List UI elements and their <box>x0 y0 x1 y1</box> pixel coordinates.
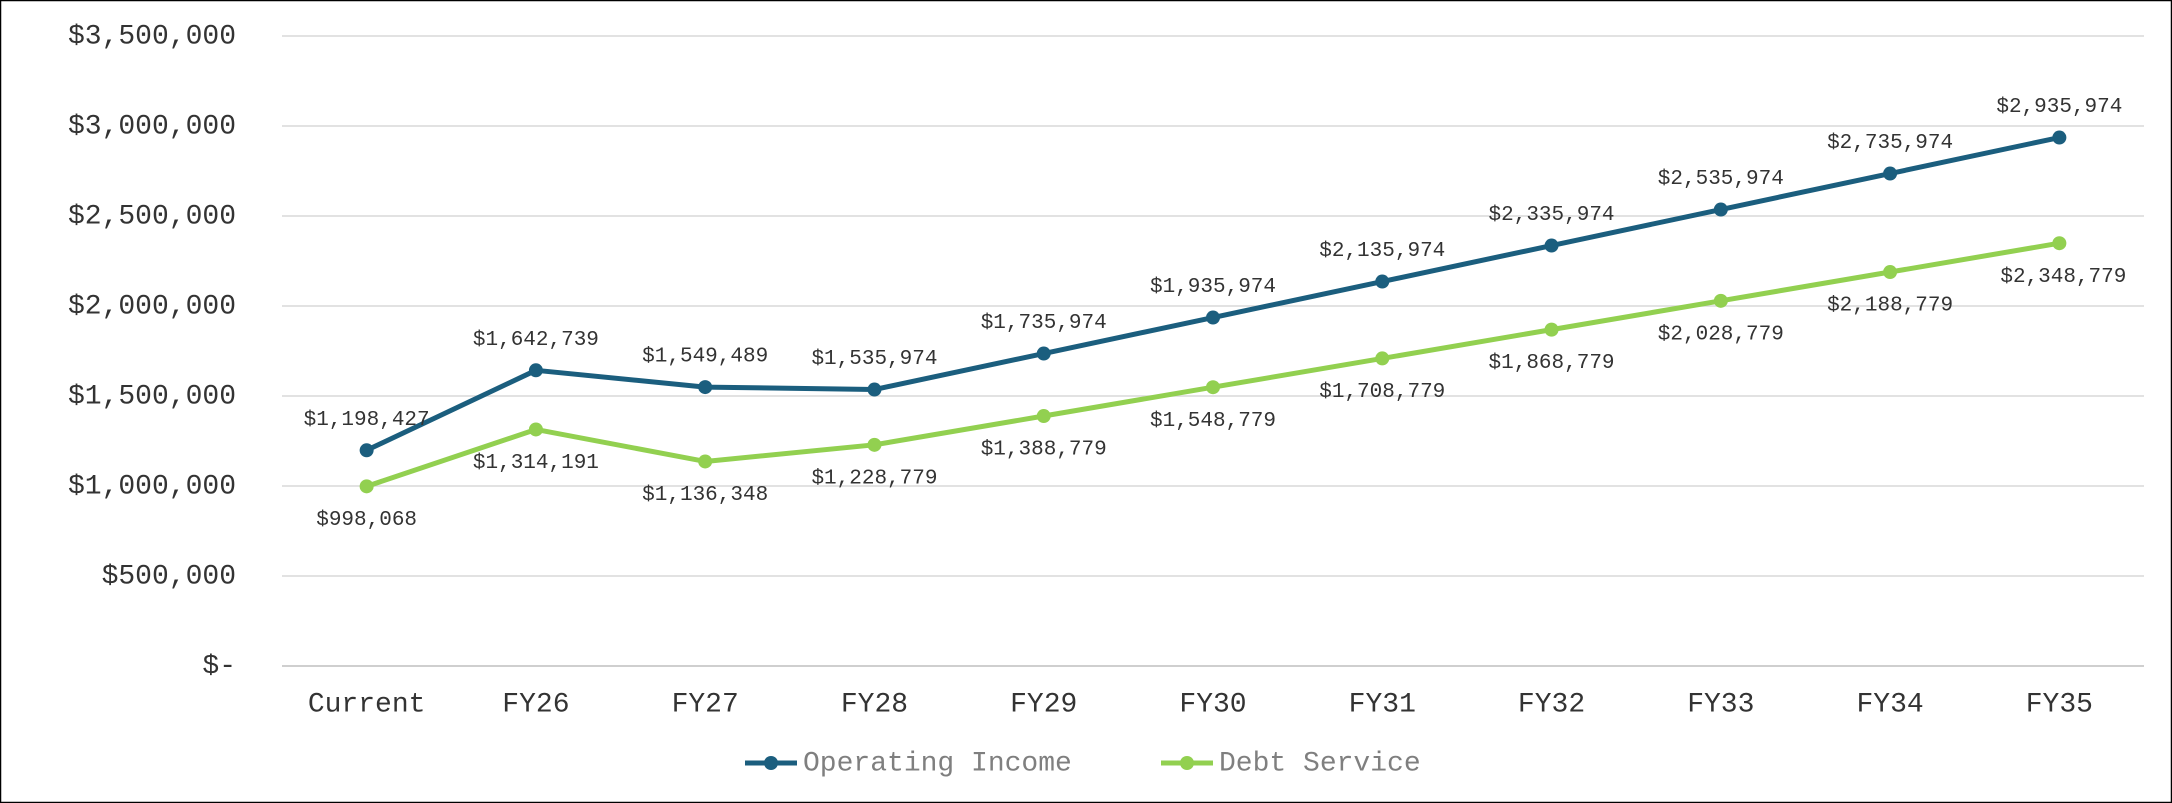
y-tick-label: $1,500,000 <box>68 381 236 412</box>
data-point <box>1883 265 1898 280</box>
data-point <box>1375 351 1390 366</box>
data-point <box>867 382 882 397</box>
x-tick-label: FY28 <box>841 689 908 720</box>
y-tick-label: $2,000,000 <box>68 291 236 322</box>
data-label: $1,868,779 <box>1489 352 1615 375</box>
data-point <box>1883 166 1898 181</box>
data-label: $1,136,348 <box>642 484 768 507</box>
data-point <box>1206 310 1220 325</box>
data-label: $2,188,779 <box>1827 295 1953 318</box>
x-tick-label: FY27 <box>672 689 739 720</box>
data-point <box>698 380 713 395</box>
data-point <box>359 443 374 458</box>
data-label: $1,535,974 <box>811 348 937 371</box>
y-tick-label: $3,500,000 <box>68 21 236 52</box>
data-label: $1,548,779 <box>1150 410 1276 433</box>
legend-label: Debt Service <box>1219 748 1421 779</box>
data-label: $1,198,427 <box>304 409 430 432</box>
x-tick-label: FY31 <box>1349 689 1416 720</box>
data-label: $2,335,974 <box>1489 204 1615 227</box>
data-point <box>528 363 543 378</box>
data-label: $2,935,974 <box>1996 96 2122 119</box>
x-tick-label: FY29 <box>1010 689 1077 720</box>
data-label: $1,935,974 <box>1150 276 1276 299</box>
data-point <box>1036 409 1051 424</box>
data-label: $1,388,779 <box>981 439 1107 462</box>
data-label: $1,549,489 <box>642 346 768 369</box>
data-point <box>1544 322 1559 337</box>
x-tick-label: FY34 <box>1856 689 1923 720</box>
data-label: $1,228,779 <box>811 467 937 490</box>
x-tick-label: Current <box>308 689 426 720</box>
data-label: $2,535,974 <box>1658 168 1784 191</box>
data-point <box>2052 130 2067 145</box>
data-point <box>528 422 543 437</box>
data-label: $2,028,779 <box>1658 323 1784 346</box>
data-label: $1,708,779 <box>1319 381 1445 404</box>
data-label: $1,314,191 <box>473 452 599 475</box>
y-tick-label: $3,000,000 <box>68 111 236 142</box>
y-tick-label: $1,000,000 <box>68 471 236 502</box>
data-point <box>1206 380 1220 395</box>
x-tick-label: FY35 <box>2026 689 2093 720</box>
data-point <box>1036 346 1051 361</box>
data-label: $2,735,974 <box>1827 132 1953 155</box>
data-label: $2,135,974 <box>1319 240 1445 263</box>
data-point <box>359 479 374 494</box>
data-point <box>1375 274 1390 289</box>
data-label: $1,735,974 <box>981 312 1107 335</box>
x-tick-label: FY26 <box>502 689 569 720</box>
data-point <box>867 437 882 452</box>
data-point <box>1713 293 1728 308</box>
data-label: $2,348,779 <box>2000 266 2126 289</box>
x-tick-label: FY32 <box>1518 689 1585 720</box>
y-tick-label: $2,500,000 <box>68 201 236 232</box>
data-label: $1,642,739 <box>473 329 599 352</box>
legend-label: Operating Income <box>803 748 1072 779</box>
data-label: $998,068 <box>316 509 417 532</box>
x-tick-label: FY33 <box>1687 689 1754 720</box>
legend-marker <box>764 756 778 770</box>
x-tick-label: FY30 <box>1179 689 1246 720</box>
legend-marker <box>1180 756 1194 770</box>
data-point <box>698 454 713 469</box>
data-point <box>1713 202 1728 217</box>
y-tick-label: $- <box>202 651 236 682</box>
y-tick-label: $500,000 <box>102 561 236 592</box>
data-point <box>1544 238 1559 253</box>
data-point <box>2052 236 2067 251</box>
